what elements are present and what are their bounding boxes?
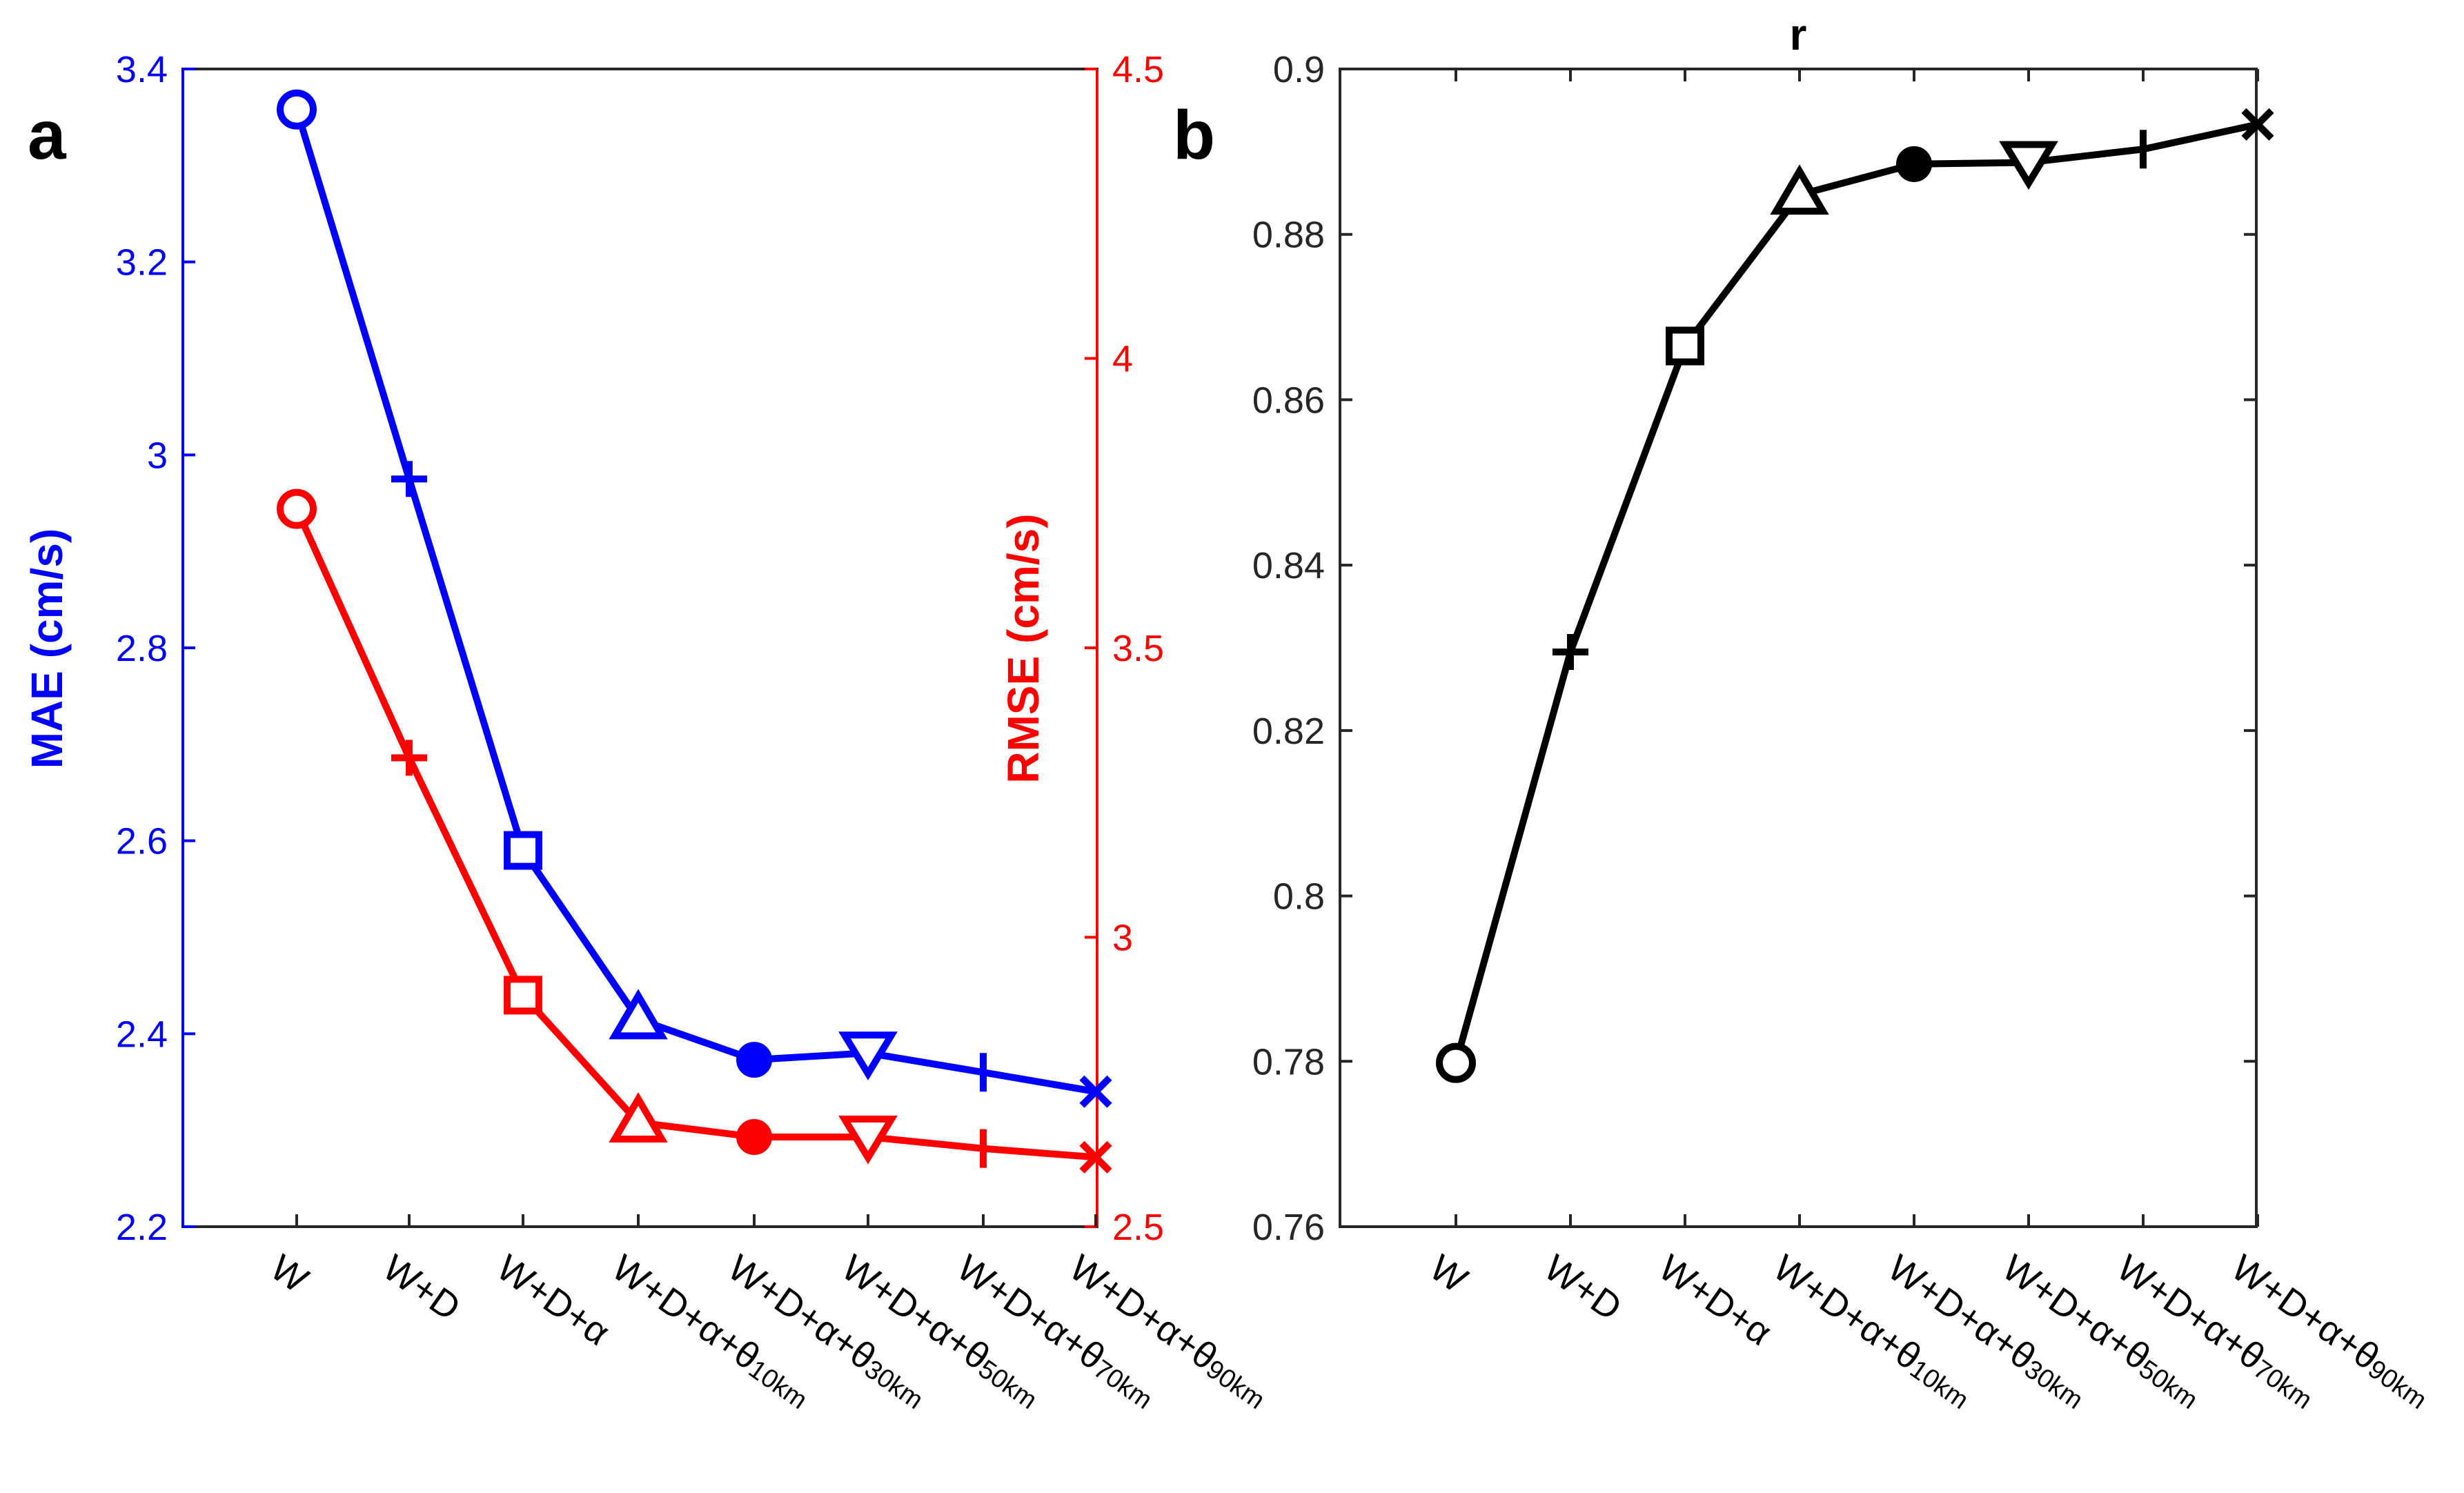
- panel-b-tick-label: 0.78: [1252, 1041, 1325, 1082]
- panel-b-r-point: [1770, 164, 1829, 215]
- panel-a-left-tick-label: 2.2: [116, 1207, 168, 1248]
- panel-b-r-point: [1436, 1042, 1476, 1083]
- panel-a-rmse-point: [504, 976, 542, 1015]
- panel-b-tick-label: 0.82: [1252, 711, 1325, 752]
- panel-a-rmse-point: [391, 740, 427, 776]
- panel-a-xtick-label: W+D+α+θ50km: [834, 1247, 1049, 1415]
- panel-a-mae-point: [391, 461, 427, 497]
- panel-b-tick-label: 0.8: [1273, 876, 1325, 918]
- panel-a-xtick-label: W+D+α+θ70km: [949, 1247, 1165, 1415]
- panel-b-r-point: [1666, 326, 1704, 366]
- panel-a-mae-point: [838, 1031, 898, 1080]
- panel-a-frame: [181, 68, 1098, 1228]
- panel-a-right-tick-label: 4: [1112, 339, 1133, 380]
- panel-b-tick-label: 0.76: [1252, 1207, 1325, 1248]
- panel-a-rmse-point: [1079, 1140, 1112, 1174]
- panel-b-xtick-label: W+D: [1537, 1247, 1629, 1329]
- panel-a-rmse-point: [838, 1115, 898, 1165]
- panel-a-left-tick-label: 3: [147, 435, 168, 476]
- panel-b-tick-label: 0.84: [1252, 545, 1325, 586]
- panel-b-xtick-label: W+D+α+θ70km: [2109, 1247, 2325, 1415]
- panel-a-xtick-label: W: [263, 1247, 315, 1301]
- panel-a-left-tick-label: 2.8: [116, 628, 168, 669]
- panel-a-letter: a: [28, 97, 67, 174]
- panel-a-right-tick-label: 4.5: [1112, 49, 1164, 90]
- panel-b-r-point: [2241, 108, 2274, 141]
- panel-a-mae-line: [293, 108, 1096, 1096]
- panel-a-ylabel-left: MAE (cm/s): [22, 528, 72, 769]
- panel-b-tick-label: 0.9: [1273, 49, 1325, 90]
- panel-a-mae-point: [609, 989, 668, 1040]
- panel-b-xtick-label: W+D+α+θ50km: [1995, 1247, 2210, 1415]
- panel-a-right-tick-label: 3: [1112, 918, 1133, 959]
- panel-b-tick-label: 0.88: [1252, 215, 1325, 256]
- panel-b-title: r: [1790, 10, 1807, 59]
- panel-a-mae-point: [736, 1042, 772, 1078]
- panel-a-mae-point: [504, 831, 542, 870]
- panel-a-xtick-label: W+D+α+θ30km: [720, 1247, 936, 1415]
- panel-b-r-point: [1999, 141, 2058, 190]
- panel-a-rmse-point: [609, 1092, 668, 1143]
- panel-b-xtick-label: W+D+α: [1651, 1247, 1779, 1354]
- panel-a-mae-point: [277, 89, 317, 130]
- panel-b: b r 0.76 0.78 0.8 0.82 0.84 0.86 0.88 0.9 W W+D W+…: [1173, 10, 2439, 1415]
- panel-a-rmse-line: [293, 507, 1096, 1161]
- panel-a-ylabel-right: RMSE (cm/s): [998, 513, 1048, 783]
- panel-a-mae-point: [1079, 1075, 1112, 1108]
- panel-b-r-point: [1896, 146, 1932, 182]
- panel-a-right-tick-label: 2.5: [1112, 1207, 1164, 1248]
- panel-b-r-line: [1452, 121, 2259, 1065]
- panel-a-left-tick-label: 2.4: [116, 1014, 168, 1055]
- panel-b-frame: [1339, 68, 2258, 1228]
- panel-b-xtick-label: W: [1422, 1247, 1475, 1301]
- panel-a: a MAE (cm/s) RMSE (cm/s) 2.2 2.4 2.6 2.8 3 3.…: [22, 49, 1277, 1415]
- panel-b-letter: b: [1173, 97, 1215, 174]
- panel-b-xtick-label: W+D+α+θ10km: [1766, 1247, 1981, 1415]
- panel-a-xtick-label: W+D+α+θ10km: [604, 1247, 820, 1415]
- panel-a-rmse-point: [277, 488, 317, 529]
- panel-a-xtick-label: W+D+α: [489, 1247, 617, 1354]
- panel-b-xtick-label: W+D+α+θ90km: [2224, 1247, 2439, 1415]
- panel-b-xtick-label: W+D+α+θ30km: [1880, 1247, 2096, 1415]
- panel-a-left-tick-label: 3.4: [116, 49, 168, 90]
- panel-b-r-point: [1553, 633, 1588, 670]
- panel-a-right-tick-label: 3.5: [1112, 628, 1164, 669]
- panel-a-left-tick-label: 2.6: [116, 821, 168, 862]
- panel-a-left-tick-label: 3.2: [116, 242, 168, 284]
- panel-a-rmse-point: [736, 1118, 772, 1155]
- panel-b-tick-label: 0.86: [1252, 379, 1325, 421]
- panel-a-xtick-label: W+D: [375, 1247, 468, 1329]
